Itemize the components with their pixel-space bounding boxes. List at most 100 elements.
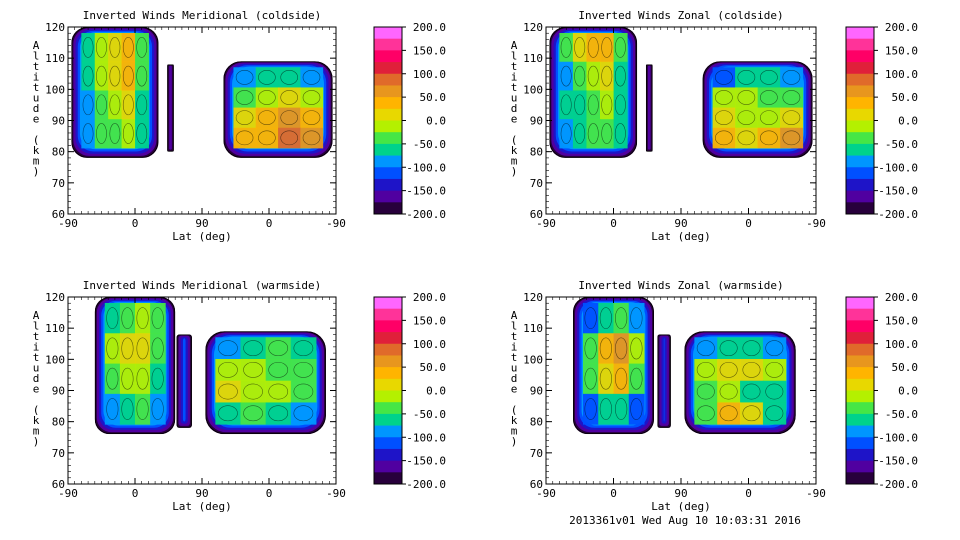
- colorbar-swatch: [374, 50, 402, 63]
- y-tick-label: 70: [52, 447, 65, 460]
- colorbar-swatch: [374, 460, 402, 473]
- contour-line: [109, 123, 121, 144]
- colorbar-label: -200.0: [406, 478, 446, 491]
- contour-line: [268, 383, 289, 400]
- colorbar-label: 50.0: [420, 91, 447, 104]
- contour-line: [742, 383, 761, 400]
- contour-line: [258, 90, 276, 105]
- colorbar-swatch: [846, 50, 874, 63]
- x-tick-label: -90: [326, 487, 346, 500]
- data-region-1: [71, 27, 159, 158]
- chart-title: Inverted Winds Zonal (coldside): [578, 9, 783, 22]
- contour-line: [151, 367, 164, 390]
- colorbar-label: 0.0: [898, 385, 918, 398]
- colorbar-label: 150.0: [885, 44, 918, 57]
- contour-line: [560, 94, 572, 116]
- y-tick-label: 70: [530, 447, 543, 460]
- contour-line: [293, 340, 314, 357]
- contour-line: [136, 65, 148, 87]
- contour-line: [109, 37, 121, 58]
- colorbar-label: -50.0: [885, 138, 918, 151]
- x-tick-label: -90: [806, 217, 826, 230]
- contour-line: [218, 405, 238, 422]
- colorbar-swatch: [846, 167, 874, 180]
- contour-line: [280, 110, 298, 126]
- contour-line: [584, 398, 597, 420]
- y-tick-label: 80: [52, 146, 65, 159]
- colorbar-swatch: [374, 132, 402, 145]
- contour-line: [765, 405, 784, 422]
- footer-stamp: 2013361v01 Wed Aug 10 10:03:31 2016: [569, 514, 801, 527]
- contour-line: [243, 383, 263, 400]
- colorbar-label: -100.0: [878, 431, 918, 444]
- contour-line: [106, 337, 119, 360]
- chart-panel-2: Inverted Winds Zonal (coldside) 120 110 100…: [511, 9, 826, 243]
- colorbar-swatch: [846, 402, 874, 415]
- colorbar-swatch: [374, 97, 402, 110]
- contour-line: [96, 94, 107, 116]
- colorbar-swatch: [374, 343, 402, 356]
- colorbar-label: -150.0: [406, 185, 446, 198]
- colorbar-swatch: [846, 73, 874, 86]
- colorbar-swatch: [846, 343, 874, 356]
- contour-line: [614, 65, 626, 87]
- contour-line: [742, 340, 761, 357]
- colorbar-swatch: [374, 320, 402, 333]
- contour-line: [715, 110, 733, 126]
- x-axis-label: Lat (deg): [172, 230, 232, 243]
- contour-line: [218, 361, 238, 378]
- contour-line: [268, 405, 289, 422]
- contour-line: [574, 65, 586, 87]
- contour-line: [760, 70, 778, 85]
- colorbar-label: -150.0: [878, 455, 918, 468]
- colorbar-swatch: [846, 97, 874, 110]
- contour-line: [737, 90, 756, 105]
- colorbar-swatch: [846, 27, 874, 40]
- colorbar-swatch: [846, 132, 874, 145]
- contour-line: [615, 337, 628, 360]
- region-outline: [223, 61, 333, 158]
- colorbar-swatch: [846, 448, 874, 462]
- colorbar-label: -150.0: [406, 455, 446, 468]
- colorbar-swatch: [846, 425, 874, 438]
- region-outline: [702, 61, 813, 158]
- contour-line: [599, 337, 612, 360]
- contour-line: [696, 405, 715, 422]
- colorbar-label: 0.0: [426, 385, 446, 398]
- colorbar-label: -50.0: [413, 138, 446, 151]
- contour-line: [121, 337, 134, 360]
- contour-line: [782, 70, 801, 85]
- region-outline: [167, 64, 174, 152]
- colorbar-label: 200.0: [885, 291, 918, 304]
- data-region-3: [702, 61, 813, 158]
- contour-line: [614, 94, 626, 116]
- x-tick-label: -90: [58, 487, 78, 500]
- contour-line: [106, 307, 119, 330]
- x-tick-label: 90: [674, 217, 687, 230]
- colorbar-swatch: [846, 155, 874, 168]
- chart-panel-4: Inverted Winds Zonal (warmside) 120 110 100…: [511, 279, 826, 513]
- contour-line: [719, 340, 738, 357]
- colorbar-1: 200.0 150.0 100.0 50.0 0.0 -50.0 -100.0 -150.0 -…: [373, 21, 447, 221]
- data-region-3: [684, 331, 796, 435]
- x-tick-label: -90: [536, 487, 556, 500]
- contour-line: [258, 70, 276, 85]
- chart-title: Inverted Winds Meridional (coldside): [83, 9, 321, 22]
- contour-line: [151, 307, 164, 330]
- contour-line: [136, 398, 149, 420]
- x-tick-label: 0: [610, 487, 617, 500]
- colorbar-swatch: [846, 120, 874, 133]
- contour-fill: [71, 27, 333, 158]
- colorbar-label: 0.0: [898, 115, 918, 128]
- y-tick-label: 90: [52, 385, 65, 398]
- contour-line: [601, 37, 613, 58]
- y-tick-label: 80: [52, 416, 65, 429]
- contour-line: [136, 94, 148, 116]
- chart-title: Inverted Winds Meridional (warmside): [83, 279, 321, 292]
- y-tick-label: 110: [45, 52, 65, 65]
- colorbar-label: -200.0: [878, 208, 918, 221]
